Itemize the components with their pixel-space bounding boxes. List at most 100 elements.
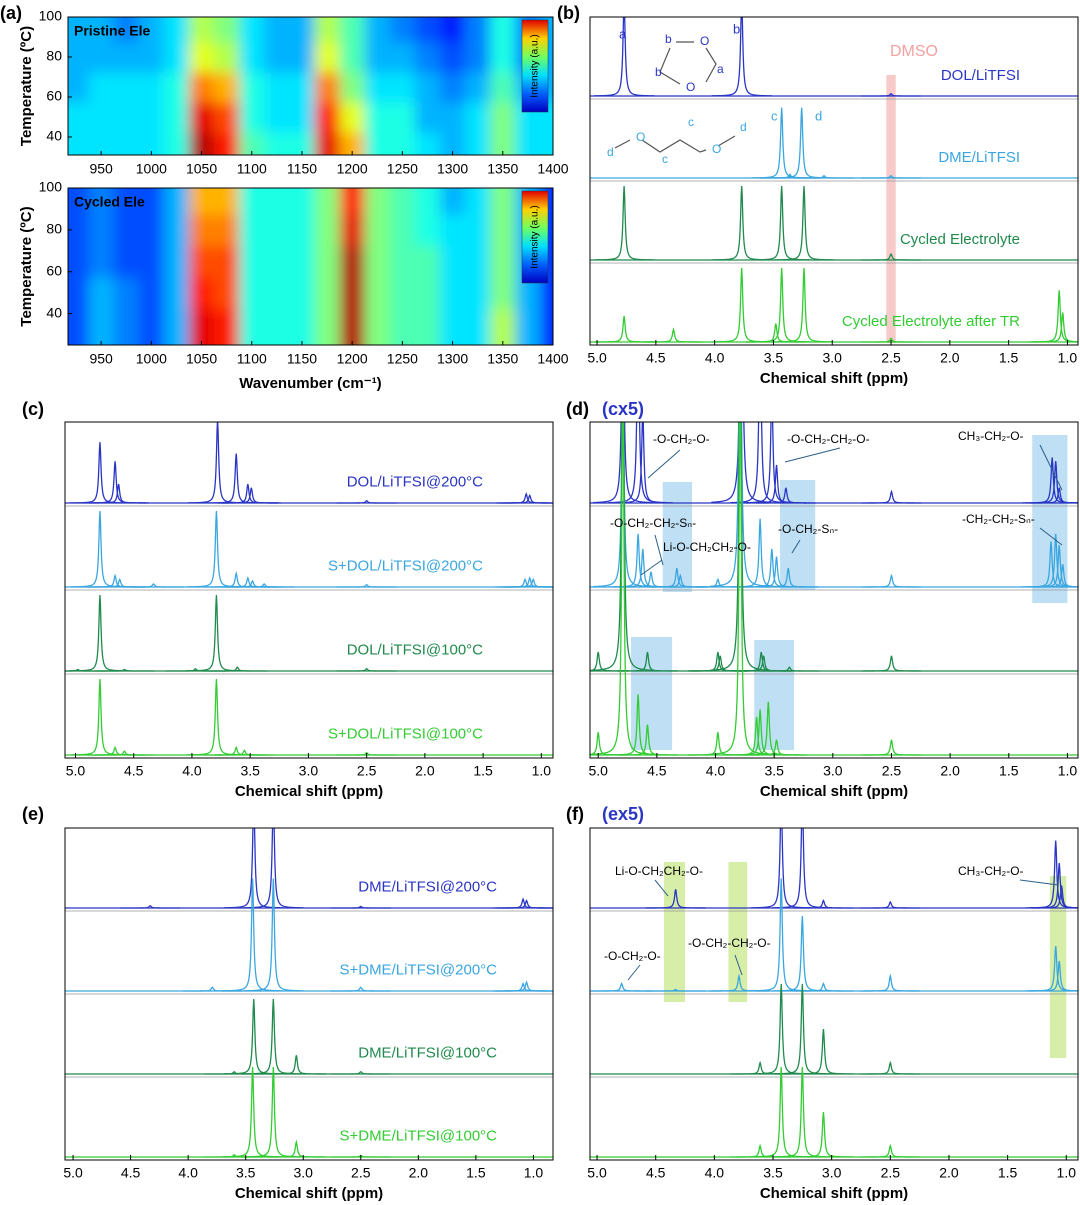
annotation: c [771,108,778,123]
heatmap-cells [68,17,553,155]
heat-cell [138,188,165,215]
annotation: a [717,62,724,76]
tick-label: 80 [46,221,62,237]
heat-cell [339,102,366,133]
peak [860,900,921,909]
heat-cell [465,42,491,73]
peak [1025,840,1078,909]
peak [94,750,155,756]
annotation-arrow [1039,527,1063,546]
heat-cell [389,188,416,215]
peak [617,724,678,756]
tick-label: 950 [89,161,113,177]
heat-cell [490,276,516,309]
peak [711,17,772,97]
heat-cell [364,214,391,247]
heat-cell [364,188,391,215]
peak [755,487,816,504]
colorbar [521,19,549,113]
heat-cell [188,17,215,43]
heat-cell [465,245,491,278]
peak [1029,290,1078,343]
heat-cell [440,102,466,133]
tick-label: 3.0 [822,1165,842,1181]
tick-label: 1350 [487,351,518,367]
heat-cell [289,245,316,278]
tick-label: 100 [39,8,63,24]
peak [336,583,397,588]
tick-label: 2.0 [409,1165,429,1181]
tick-label: 2.0 [415,763,435,779]
peak [861,489,922,504]
tick-label: 1050 [186,351,217,367]
peak [772,983,833,1075]
heat-cell [214,102,240,133]
heat-cell [414,102,441,133]
peak [69,594,130,672]
tick-label: 1.0 [1058,350,1078,366]
heat-cell [68,188,90,215]
series-label: DOL/LiTFSI@100°C [347,641,483,658]
peak [794,175,854,179]
panel-label: (e) [22,804,44,824]
heat-cell [440,214,466,247]
heat-cell [138,102,165,133]
heat-cell [440,188,466,215]
heat-cell [113,308,140,345]
heat-cell [113,102,140,133]
heat-cell [440,276,466,309]
annotation: O [700,34,709,48]
heat-cell [314,308,341,345]
heat-cell [289,132,316,155]
annotation: Li-O-CH₂CH₂-O- [663,540,751,554]
heat-cell [88,72,115,103]
heat-cell [465,72,491,103]
heat-cell [138,72,165,103]
annotation: Li-O-CH₂CH₂-O- [615,864,703,878]
heat-cell [540,308,553,345]
tick-label: 100 [39,179,63,195]
heat-cell [364,308,391,345]
heat-cell [364,42,391,73]
heat-cell [68,132,90,155]
annotation: -O-CH₂-O- [604,949,661,963]
series-label: S+DOL/LiTFSI@100°C [328,725,483,742]
heat-cell [314,188,341,215]
tick-label: 3.5 [763,1165,783,1181]
annotation: -O-CH₂-CH₂-O- [688,936,771,950]
heat-cell [214,245,240,278]
tick-label: 80 [46,48,62,64]
heat-cell [339,72,366,103]
heat-cell [88,17,115,43]
tick-label: 1000 [136,161,167,177]
tick-label: 4.5 [124,763,144,779]
heat-cell [364,276,391,309]
peak [643,327,704,343]
heat-cell [540,214,553,247]
tick-label: 1.5 [466,1165,486,1181]
annotation: -O-CH₂-CH₂-Sₙ- [610,516,696,530]
heat-cell [440,72,466,103]
heat-cell [113,17,140,43]
tick-label: 1150 [287,161,317,177]
tick-label: 5.0 [63,1165,83,1181]
panel-label: (d) [566,399,589,419]
tick-label: 1.5 [999,763,1019,779]
peak [861,337,922,343]
annotation: b [655,65,662,79]
heat-cell [188,276,215,309]
annotation-arrow [1039,444,1063,491]
peak [861,573,922,588]
heat-cell [289,17,316,43]
peak [592,422,653,671]
tick-label: 1100 [237,351,267,367]
heat-cell [68,17,90,43]
heat-cell [289,188,316,215]
peak [861,655,922,672]
peak [793,982,854,992]
heat-cell [414,17,441,43]
heat-cell [214,72,240,103]
tick-label: 1250 [387,351,418,367]
heat-cell [314,245,341,278]
tick-label: 1400 [537,351,568,367]
